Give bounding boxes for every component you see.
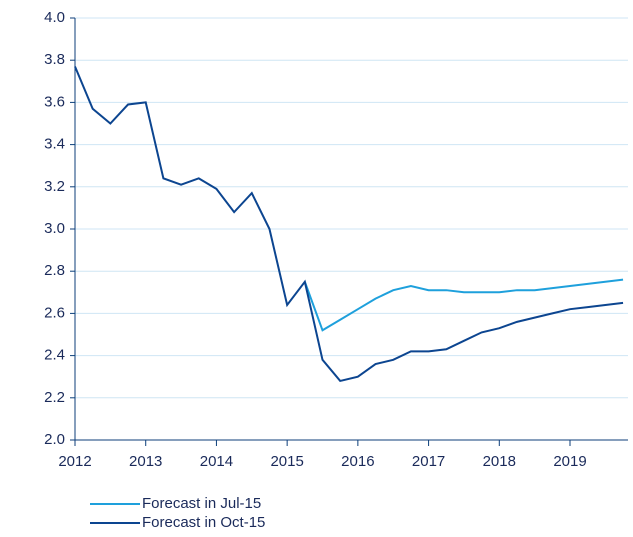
y-tick-label: 3.2 xyxy=(44,178,65,195)
x-tick-label: 2019 xyxy=(553,453,586,470)
x-tick-label: 2017 xyxy=(412,453,445,470)
legend-label: Forecast in Oct-15 xyxy=(142,514,265,531)
y-tick-label: 3.0 xyxy=(44,220,65,237)
y-tick-label: 2.8 xyxy=(44,262,65,279)
y-tick-label: 3.8 xyxy=(44,51,65,68)
x-tick-label: 2013 xyxy=(129,453,162,470)
x-tick-label: 2014 xyxy=(200,453,233,470)
x-tick-label: 2018 xyxy=(483,453,516,470)
y-tick-label: 3.6 xyxy=(44,93,65,110)
y-tick-label: 2.4 xyxy=(44,347,65,364)
y-tick-label: 2.0 xyxy=(44,431,65,448)
x-tick-label: 2015 xyxy=(270,453,303,470)
y-tick-label: 2.2 xyxy=(44,389,65,406)
y-tick-label: 2.6 xyxy=(44,304,65,321)
series-line xyxy=(74,66,624,383)
legend-label: Forecast in Jul-15 xyxy=(142,495,261,512)
x-tick-label: 2016 xyxy=(341,453,374,470)
y-tick-label: 3.4 xyxy=(44,136,65,153)
y-tick-label: 4.0 xyxy=(44,9,65,26)
x-tick-label: 2012 xyxy=(58,453,91,470)
series-line xyxy=(303,278,624,332)
